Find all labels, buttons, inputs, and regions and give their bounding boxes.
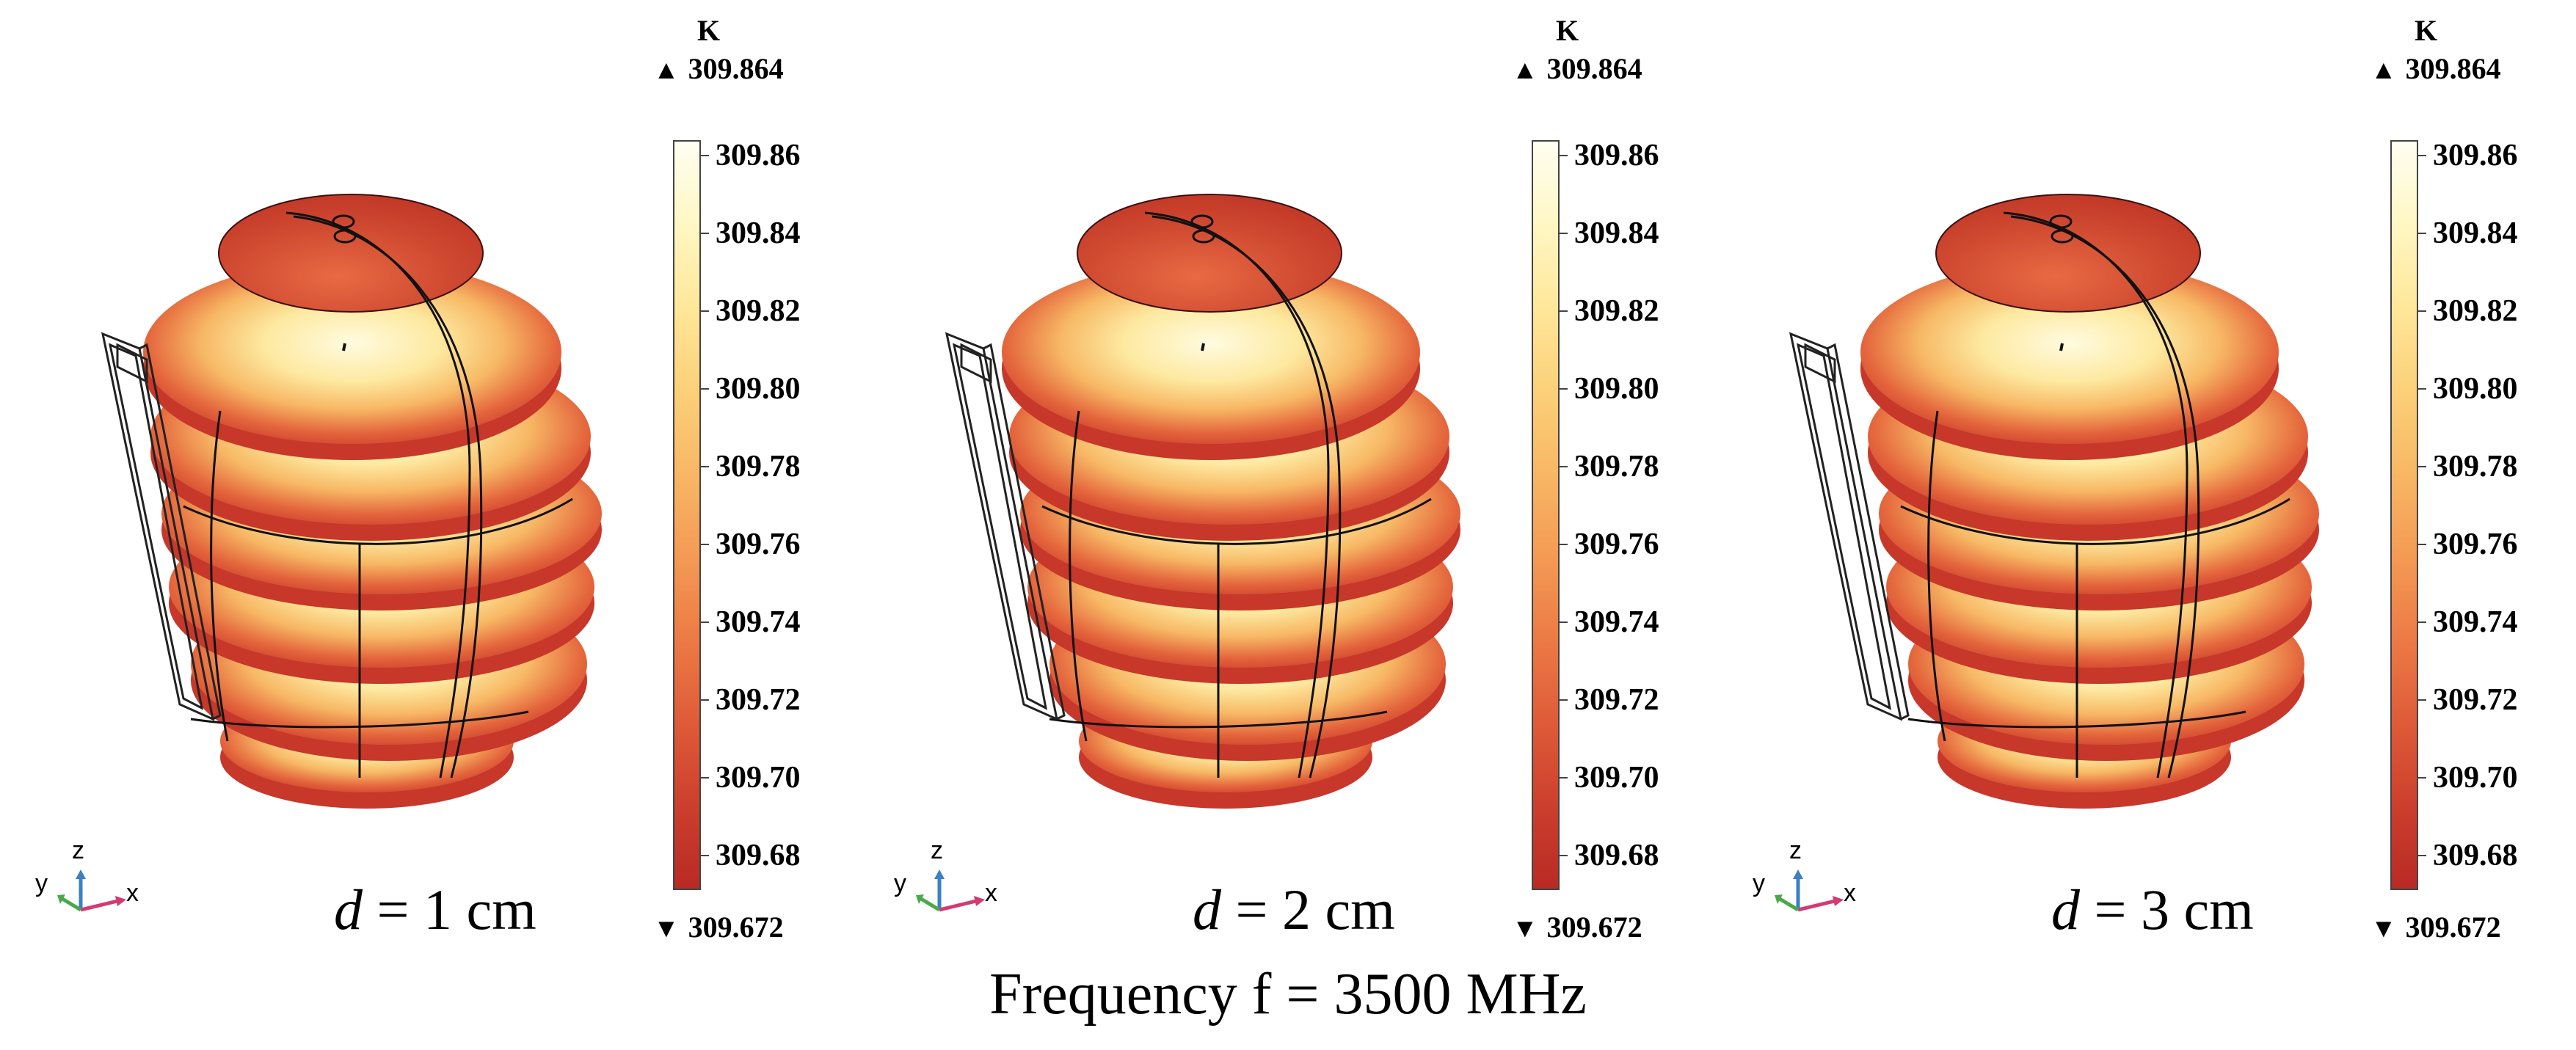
distance-symbol: d [2051, 878, 2080, 941]
colorbar-tick-label: 309.68 [1574, 839, 1659, 872]
colorbar-tick-label: 309.84 [1574, 216, 1659, 250]
max-triangle-icon: ▲ [653, 55, 680, 84]
colorbar-tick-label: 309.72 [716, 683, 801, 717]
colorbar-tick-label: 309.76 [2433, 528, 2518, 561]
axis-label-z: z [931, 836, 943, 864]
colorbar-tick-label: 309.68 [2433, 839, 2518, 872]
colorbar-min-value: 309.672 [2405, 911, 2501, 944]
max-triangle-icon: ▲ [2371, 55, 2397, 84]
colorbar-tick-label: 309.80 [2433, 372, 2518, 406]
colorbar-min: ▼ 309.672 [1512, 910, 1642, 944]
colorbar-tick-label: 309.72 [2433, 683, 2518, 717]
colorbar-max-value: 309.864 [2405, 52, 2501, 85]
colorbar-tick-label: 309.70 [716, 761, 801, 795]
colorbar-tick-label: 309.82 [1574, 294, 1659, 328]
colorbar-max: ▲ 309.864 [2371, 51, 2501, 86]
axis-label-x: x [985, 879, 997, 907]
equals-sign: = [363, 878, 423, 941]
min-triangle-icon: ▼ [2371, 914, 2397, 943]
colorbar-tick-label: 309.70 [2433, 761, 2518, 795]
max-triangle-icon: ▲ [1512, 55, 1538, 84]
frequency-caption: Frequency f = 3500 MHz [989, 962, 1587, 1027]
head-slices [143, 194, 602, 809]
min-triangle-icon: ▼ [653, 914, 680, 943]
colorbar-tick-label: 309.86 [1574, 139, 1659, 172]
colorbar-tick-label: 309.82 [716, 294, 801, 328]
distance-value: 1 cm [423, 878, 536, 941]
colorbar-tick-label: 309.70 [1574, 761, 1659, 795]
head-model-render [57, 140, 709, 912]
colorbar-min: ▼ 309.672 [653, 910, 784, 944]
colorbar-min-value: 309.672 [1546, 911, 1642, 944]
equals-sign: = [2080, 878, 2141, 941]
distance-symbol: d [1193, 878, 1221, 941]
equals-sign: = [1221, 878, 1282, 941]
head-slices [1860, 194, 2319, 809]
colorbar [1532, 140, 1568, 890]
axis-label-y: y [35, 869, 48, 897]
colorbar [2390, 140, 2426, 890]
simulation-panel: K ▲ 309.864 ▼ 309.672 309.86 309.84 309.82 309.8… [1717, 0, 2576, 1050]
phone-model [945, 332, 1066, 721]
colorbar-tick-label: 309.82 [2433, 294, 2518, 328]
distance-label: d = 3 cm [2051, 877, 2254, 943]
colorbar-max-value: 309.864 [688, 52, 784, 85]
simulation-panel: K ▲ 309.864 ▼ 309.672 309.86 309.84 309.82 309.8… [859, 0, 1717, 1050]
colorbar [673, 140, 709, 890]
simulation-panel: K ▲ 309.864 ▼ 309.672 309.86 309.84 309.82 309.8… [0, 0, 859, 1050]
distance-label: d = 1 cm [334, 877, 536, 943]
colorbar-tick-label: 309.78 [1574, 450, 1659, 484]
colorbar-tick-label: 309.86 [2433, 139, 2518, 172]
axis-triad-icon [1775, 869, 1844, 912]
colorbar-tick-label: 309.80 [1574, 372, 1659, 406]
axis-label-y: y [1753, 869, 1765, 897]
distance-value: 2 cm [1282, 878, 1395, 941]
distance-value: 3 cm [2141, 878, 2254, 941]
colorbar-tick-label: 309.84 [2433, 216, 2518, 250]
distance-label: d = 2 cm [1193, 877, 1395, 943]
colorbar-max-value: 309.864 [1546, 52, 1642, 85]
colorbar-tick-label: 309.78 [716, 450, 801, 484]
axis-triad-icon [916, 869, 985, 912]
colorbar-tick-label: 309.68 [716, 839, 801, 872]
axis-label-z: z [1789, 836, 1802, 864]
colorbar-tick-label: 309.78 [2433, 450, 2518, 484]
colorbar-tick-label: 309.86 [716, 139, 801, 172]
head-model-render [916, 140, 1568, 912]
colorbar-tick-label: 309.80 [716, 372, 801, 406]
axis-label-z: z [72, 836, 84, 864]
head-slices [1002, 194, 1460, 809]
colorbar-min: ▼ 309.672 [2371, 910, 2501, 944]
min-triangle-icon: ▼ [1512, 914, 1538, 943]
phone-model [1789, 332, 1910, 721]
distance-symbol: d [334, 878, 363, 941]
colorbar-tick-label: 309.72 [1574, 683, 1659, 717]
colorbar-max: ▲ 309.864 [1512, 51, 1642, 86]
axis-label-x: x [1844, 879, 1856, 907]
colorbar-unit: K [1556, 14, 1579, 47]
axis-label-y: y [894, 869, 906, 897]
colorbar-tick-label: 309.74 [716, 605, 801, 639]
colorbar-tick-label: 309.74 [1574, 605, 1659, 639]
colorbar-unit: K [2415, 14, 2438, 47]
colorbar-tick-label: 309.76 [1574, 528, 1659, 561]
colorbar-tick-label: 309.76 [716, 528, 801, 561]
colorbar-unit: K [697, 14, 721, 47]
axis-triad-icon [57, 869, 126, 912]
head-model-render [1775, 140, 2426, 912]
colorbar-tick-label: 309.74 [2433, 605, 2518, 639]
colorbar-min-value: 309.672 [688, 911, 784, 944]
axis-label-x: x [126, 879, 139, 907]
colorbar-max: ▲ 309.864 [653, 51, 784, 86]
phone-model [101, 332, 222, 721]
colorbar-tick-label: 309.84 [716, 216, 801, 250]
